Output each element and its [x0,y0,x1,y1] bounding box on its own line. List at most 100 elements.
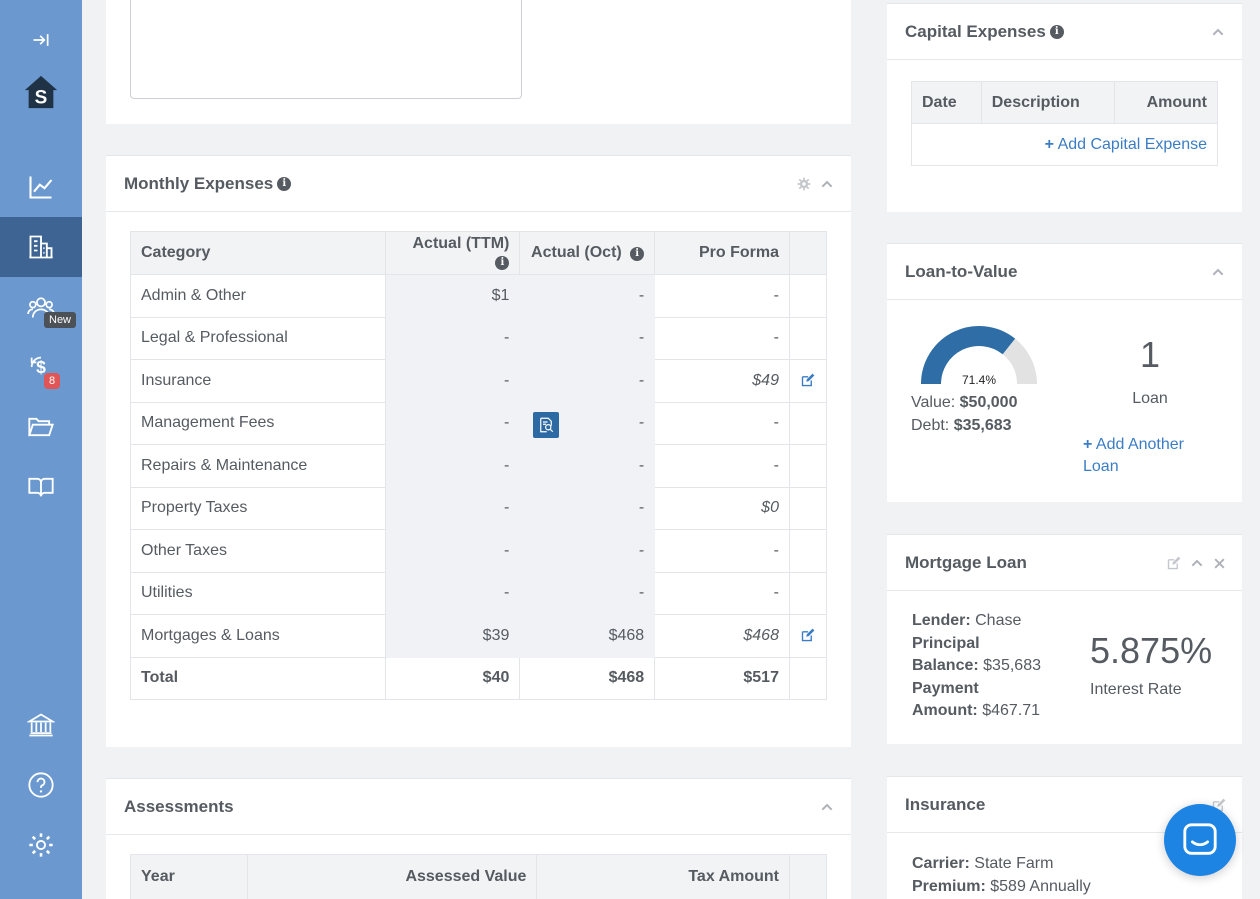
sidebar-item-settings[interactable] [0,815,82,875]
interest-rate-label: Interest Rate [1090,681,1182,698]
monthly-expenses-title: Monthly Expenses [124,173,274,193]
info-icon[interactable]: i [630,247,645,261]
new-badge: New [44,312,77,328]
payment-value: $467.71 [982,702,1041,719]
assessments-title: Assessments [124,796,234,816]
edit-icon[interactable] [1166,556,1181,571]
edit-button[interactable] [788,359,828,403]
category-cell: Utilities [130,571,386,615]
lender-value: Chase [975,612,1022,629]
table-row: Property Taxes - - $0 [130,486,828,530]
action-cell [788,656,828,700]
action-cell [788,486,828,530]
plus-icon: + [1044,135,1054,153]
gear-icon[interactable] [797,177,811,191]
principal-value: $35,683 [983,657,1041,674]
mortgage-loan-title: Mortgage Loan [905,552,1027,572]
actual-oct-cell: - [519,529,656,573]
close-icon[interactable] [1213,557,1226,570]
category-cell: Legal & Professional [130,316,386,360]
pro-forma-cell: - [654,571,790,615]
actual-oct-cell: - [519,316,656,360]
capital-expenses-panel: Capital Expenses i Date Description Amou… [887,3,1242,212]
action-cell [788,401,828,445]
add-capital-expense-link[interactable]: + Add Capital Expense [1044,135,1207,153]
view-details-button[interactable] [533,411,560,438]
notes-panel [106,0,851,124]
sidebar: S New $ 8 [0,0,82,899]
add-another-loan-link[interactable]: + Add Another Loan [1083,436,1184,475]
question-circle-icon [28,772,54,798]
edit-icon [802,373,815,387]
insurance-panel: Insurance Carrier: State Farm Premium: $… [887,776,1242,899]
table-row: Other Taxes - - - [130,529,828,573]
category-cell: Other Taxes [130,529,386,573]
folder-open-icon [28,417,54,437]
column-header-date: Date [911,81,982,124]
amount-label: Amount: [912,702,978,719]
add-capital-expense-cell: + Add Capital Expense [911,123,1218,166]
chevron-up-icon[interactable] [819,799,835,815]
app-logo[interactable]: S [0,62,82,122]
sidebar-item-guides[interactable] [0,457,82,517]
sidebar-item-properties[interactable] [0,217,82,277]
column-header-description: Description [980,81,1116,124]
carrier-value: State Farm [974,855,1054,872]
chat-launcher-button[interactable] [1164,804,1236,876]
actual-ttm-cell: - [384,401,521,445]
info-icon[interactable]: i [1049,24,1064,39]
ltv-values: Value: $50,000 Debt: $35,683 [911,391,1017,437]
interest-rate-value: 5.875% [1090,630,1213,671]
column-header-actual-ttm: Actual (TTM) i [384,231,521,275]
assessments-header: Assessments [106,779,851,835]
sidebar-item-help[interactable] [0,755,82,815]
action-cell [788,571,828,615]
chevron-up-icon[interactable] [819,176,835,192]
sidebar-item-finance[interactable]: $ [0,337,82,397]
assessments-table: Year Assessed Value Tax Amount [130,854,827,899]
sidebar-item-analytics[interactable] [0,157,82,217]
column-header-actions [789,854,827,899]
sidebar-item-bank[interactable] [0,695,82,755]
info-icon[interactable]: i [495,256,510,270]
chevron-up-icon[interactable] [1189,555,1205,571]
actual-ttm-cell: - [384,444,521,488]
chevron-up-icon[interactable] [1210,264,1226,280]
monthly-expenses-panel: Monthly Expenses i Category Actual (TTM)… [106,155,851,747]
total-row: Total $40 $468 $517 [130,656,828,700]
monthly-expenses-header: Monthly Expenses i [106,156,851,212]
chevron-up-icon[interactable] [1210,24,1226,40]
mortgage-details: Lender: Chase Principal Balance: $35,683… [912,610,1082,723]
notes-textarea[interactable] [130,0,522,99]
edit-button[interactable] [788,614,828,658]
actual-oct-cell: - [519,274,656,318]
column-header-actions [788,231,828,275]
column-header-category: Category [130,231,386,275]
premium-value: $589 Annually [990,878,1091,895]
loan-to-value-header: Loan-to-Value [887,244,1242,300]
pro-forma-cell: - [654,529,790,573]
sidebar-item-tenants[interactable] [0,277,82,337]
capital-expenses-title: Capital Expenses [905,21,1046,41]
info-icon[interactable]: i [277,176,292,191]
pro-forma-cell: $49 [654,359,790,403]
principal-label: Principal [912,634,980,652]
table-row: Management Fees - - - [130,401,828,445]
category-cell: Management Fees [130,401,386,445]
column-header-tax-amount: Tax Amount [536,854,791,899]
table-header-row: Date Description Amount [911,81,1218,124]
column-header-actual-oct: Actual (Oct) i [519,231,656,275]
column-header-amount: Amount [1114,81,1218,124]
column-header-year: Year [130,854,248,899]
sidebar-item-documents[interactable] [0,397,82,457]
collapse-sidebar-button[interactable] [0,10,82,70]
plus-icon: + [1083,436,1093,453]
table-row: Legal & Professional - - - [130,316,828,360]
collapse-arrow-icon [33,34,49,46]
actual-oct-cell: - [519,444,656,488]
column-header-assessed-value: Assessed Value [246,854,538,899]
bank-icon [27,713,55,737]
capital-expenses-header: Capital Expenses i [887,4,1242,60]
pro-forma-cell: - [654,444,790,488]
value-amount: $50,000 [959,394,1018,411]
